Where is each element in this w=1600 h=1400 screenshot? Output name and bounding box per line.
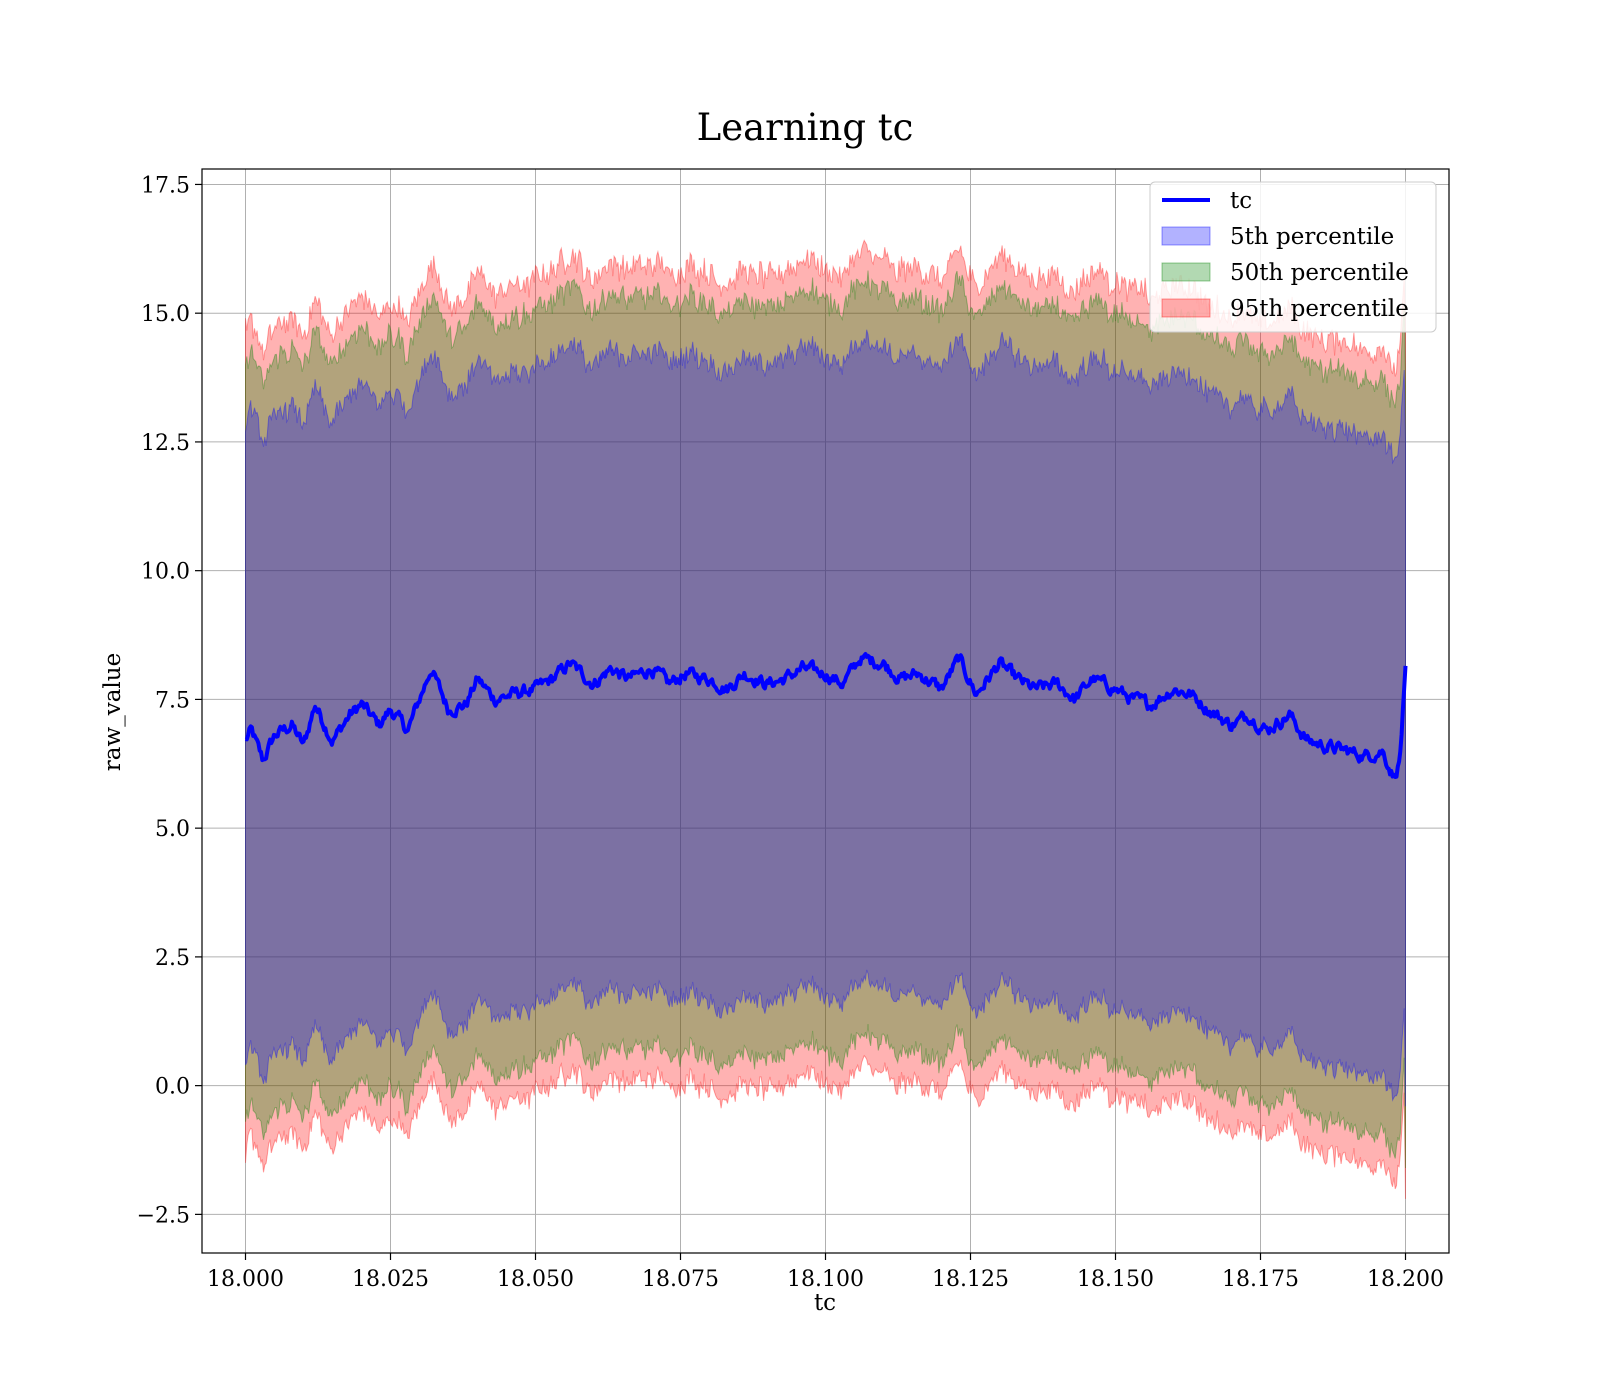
legend-label: tc: [1230, 188, 1252, 214]
legend-label: 50th percentile: [1230, 260, 1409, 286]
series-line-tc: [244, 652, 1408, 779]
x-tick-label: 18.100: [787, 1267, 864, 1292]
series-lines: [244, 652, 1408, 779]
y-tick-label: 7.5: [155, 688, 190, 713]
percentile-bands: [245, 239, 1406, 1199]
y-tick-label: 12.5: [141, 431, 190, 456]
legend-items: tc 5th percentile 50th percentile 95th perc…: [1161, 188, 1409, 322]
legend-label: 95th percentile: [1230, 296, 1409, 322]
x-tick-label: 18.075: [642, 1267, 719, 1292]
y-tick-label: 15.0: [141, 302, 190, 327]
x-tick-label: 18.125: [932, 1267, 1009, 1292]
y-tick-label: 5.0: [155, 817, 190, 842]
y-tick-label: 17.5: [141, 173, 190, 198]
chart-title: Learning tc: [697, 106, 914, 149]
x-tick-label: 18.200: [1367, 1267, 1444, 1292]
legend: tc 5th percentile 50th percentile 95th perc…: [1149, 181, 1437, 333]
legend-swatch-95th-percentile: [1161, 298, 1211, 318]
band-95th-percentile: [245, 239, 1406, 1199]
x-tick-label: 18.000: [207, 1267, 284, 1292]
x-tick-label: 18.175: [1222, 1267, 1299, 1292]
y-tick-label: 2.5: [155, 946, 190, 971]
legend-label: 5th percentile: [1230, 224, 1394, 250]
y-tick-label: 10.0: [141, 560, 190, 585]
y-tick-label: −2.5: [137, 1203, 190, 1228]
y-tick-label: 0.0: [155, 1075, 190, 1100]
x-axis-label: tc: [814, 1290, 836, 1316]
x-tick-label: 18.050: [497, 1267, 574, 1292]
grid-lines: [202, 169, 1449, 1253]
y-axis-label: raw_value: [100, 653, 126, 771]
band-50th-percentile: [245, 270, 1406, 1169]
band-5th-percentile: [245, 329, 1406, 1107]
y-axis-ticks: −2.5 0.0 2.5 5.0 7.5 10.0 12.5 15.0 17.5: [137, 173, 202, 1228]
legend-box: [1149, 181, 1437, 333]
x-tick-label: 18.150: [1077, 1267, 1154, 1292]
legend-swatch-5th-percentile: [1161, 226, 1211, 246]
legend-swatch-50th-percentile: [1161, 262, 1211, 282]
x-tick-label: 18.025: [352, 1267, 429, 1292]
x-axis-ticks: 18.000 18.025 18.050 18.075 18.100 18.125 18.1…: [207, 1253, 1444, 1292]
